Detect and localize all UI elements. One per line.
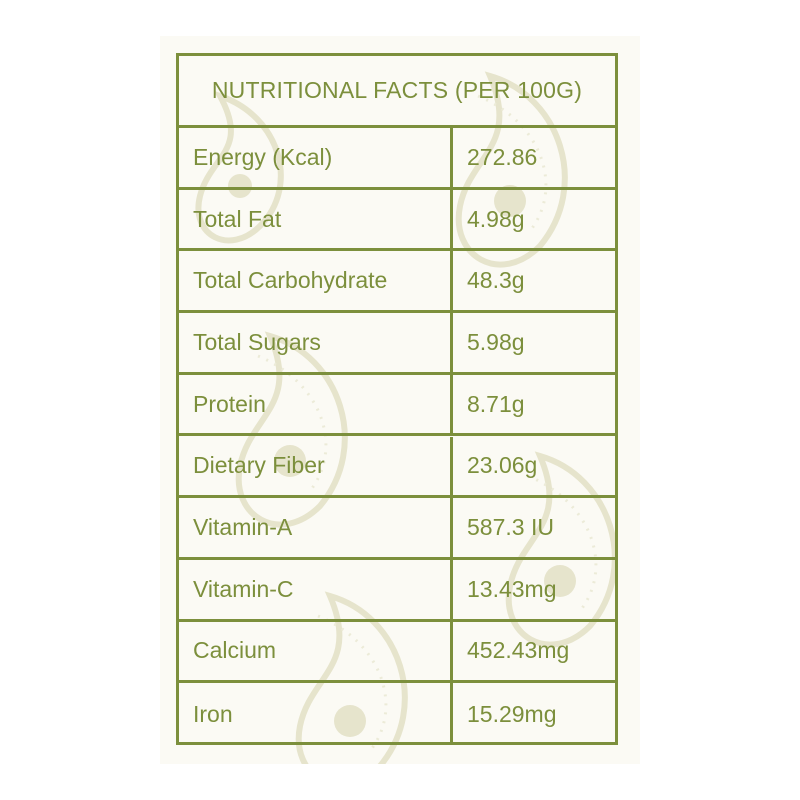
nutrient-value: 13.43mg bbox=[467, 575, 557, 602]
table-row: Vitamin-A 587.3 IU bbox=[179, 498, 615, 560]
nutrient-value: 5.98g bbox=[467, 328, 525, 355]
nutrient-label: Total Fat bbox=[179, 189, 453, 249]
nutrient-value: 8.71g bbox=[467, 390, 525, 417]
nutrient-label: Dietary Fiber bbox=[179, 436, 453, 496]
nutrient-value: 272.86 bbox=[467, 143, 538, 170]
table-row: Dietary Fiber 23.06g bbox=[179, 436, 615, 499]
table-row: Total Fat 4.98g bbox=[179, 189, 615, 252]
table-row: Energy (Kcal) 272.86 bbox=[179, 128, 615, 190]
nutrient-value: 452.43mg bbox=[467, 637, 570, 664]
table-row: Vitamin-C 13.43mg bbox=[179, 559, 615, 622]
nutrient-label: Iron bbox=[179, 683, 453, 745]
nutrient-label: Vitamin-A bbox=[179, 498, 453, 557]
nutrient-label: Calcium bbox=[179, 621, 453, 681]
nutrient-value: 48.3g bbox=[467, 267, 525, 294]
nutrient-label: Vitamin-C bbox=[179, 559, 453, 619]
table-row: Total Carbohydrate 48.3g bbox=[179, 251, 615, 314]
paisley-pattern-icon bbox=[195, 71, 618, 764]
table-title: NUTRITIONAL FACTS (PER 100G) bbox=[179, 56, 615, 128]
nutrient-label: Energy (Kcal) bbox=[179, 128, 453, 187]
nutrient-value: 4.98g bbox=[467, 205, 525, 232]
nutrition-facts-table: NUTRITIONAL FACTS (PER 100G) Energy (Kca… bbox=[176, 53, 618, 745]
nutrient-label: Total Carbohydrate bbox=[179, 251, 453, 311]
table-row: Total Sugars 5.98g bbox=[179, 313, 615, 375]
table-row: Calcium 452.43mg bbox=[179, 621, 615, 684]
nutrient-label: Total Sugars bbox=[179, 313, 453, 372]
table-row: Protein 8.71g bbox=[179, 374, 615, 437]
nutrient-value: 15.29mg bbox=[467, 700, 557, 727]
nutrient-value: 587.3 IU bbox=[467, 514, 554, 541]
nutrient-value: 23.06g bbox=[467, 452, 538, 479]
paisley-background bbox=[160, 36, 640, 764]
table-row: Iron 15.29mg bbox=[179, 683, 615, 745]
nutrient-label: Protein bbox=[179, 374, 453, 434]
